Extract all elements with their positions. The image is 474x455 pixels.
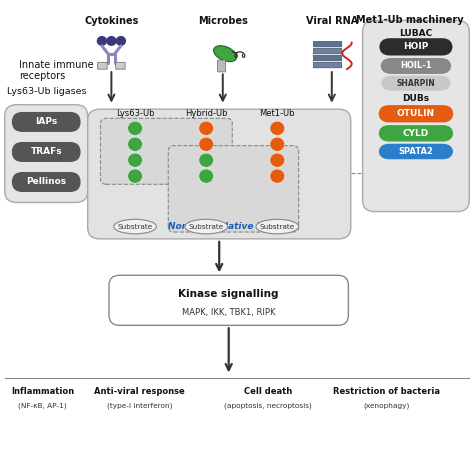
Circle shape: [199, 121, 213, 136]
Text: Substrate: Substrate: [260, 223, 295, 230]
Ellipse shape: [185, 219, 228, 234]
Text: Met1-Ub machinery: Met1-Ub machinery: [356, 15, 464, 25]
FancyBboxPatch shape: [379, 38, 453, 56]
FancyBboxPatch shape: [313, 62, 342, 68]
Ellipse shape: [114, 219, 156, 234]
FancyBboxPatch shape: [100, 118, 232, 184]
Text: Cell death: Cell death: [244, 387, 292, 396]
Text: Cytokines: Cytokines: [84, 16, 138, 26]
FancyBboxPatch shape: [380, 58, 451, 74]
Text: Substrate: Substrate: [118, 223, 153, 230]
Circle shape: [128, 137, 142, 151]
Circle shape: [106, 36, 117, 46]
FancyBboxPatch shape: [313, 48, 342, 54]
Text: Anti-viral response: Anti-viral response: [94, 387, 185, 396]
FancyBboxPatch shape: [378, 144, 454, 159]
FancyBboxPatch shape: [378, 105, 454, 122]
Text: Substrate: Substrate: [189, 223, 224, 230]
FancyBboxPatch shape: [12, 142, 81, 162]
Circle shape: [270, 121, 284, 136]
Ellipse shape: [256, 219, 299, 234]
Text: Microbes: Microbes: [198, 16, 248, 26]
Text: (apoptosis, necroptosis): (apoptosis, necroptosis): [224, 402, 312, 409]
Text: (type-I interferon): (type-I interferon): [107, 402, 173, 409]
Circle shape: [128, 169, 142, 183]
FancyBboxPatch shape: [218, 60, 226, 72]
Text: Innate immune
receptors: Innate immune receptors: [19, 60, 93, 81]
Text: CYLD: CYLD: [403, 129, 429, 138]
Text: Inflammation: Inflammation: [11, 387, 74, 396]
Text: HOIL-1: HOIL-1: [400, 61, 432, 71]
Text: Viral RNA: Viral RNA: [306, 16, 358, 26]
Text: MAPK, IKK, TBK1, RIPK: MAPK, IKK, TBK1, RIPK: [182, 308, 275, 317]
Text: OTULIN: OTULIN: [397, 109, 435, 118]
FancyBboxPatch shape: [12, 172, 81, 192]
Text: Non-degradative Ub: Non-degradative Ub: [168, 222, 270, 231]
Text: LUBAC: LUBAC: [399, 29, 433, 38]
FancyBboxPatch shape: [116, 62, 125, 69]
Circle shape: [270, 169, 284, 183]
Circle shape: [116, 36, 126, 46]
Circle shape: [128, 153, 142, 167]
FancyBboxPatch shape: [12, 112, 81, 132]
Text: TRAFs: TRAFs: [30, 147, 62, 157]
FancyBboxPatch shape: [381, 76, 451, 91]
FancyBboxPatch shape: [5, 105, 88, 202]
Circle shape: [199, 169, 213, 183]
Ellipse shape: [214, 46, 237, 61]
Text: DUBs: DUBs: [402, 94, 429, 103]
Text: SHARPIN: SHARPIN: [397, 79, 435, 88]
Circle shape: [128, 121, 142, 136]
Text: (xenophagy): (xenophagy): [363, 402, 410, 409]
Text: IAPs: IAPs: [35, 117, 57, 126]
Text: Lys63-Ub ligases: Lys63-Ub ligases: [7, 86, 87, 96]
Circle shape: [270, 153, 284, 167]
Text: (NF-κB, AP-1): (NF-κB, AP-1): [18, 402, 67, 409]
Circle shape: [199, 137, 213, 151]
Text: Restriction of bacteria: Restriction of bacteria: [333, 387, 440, 396]
FancyBboxPatch shape: [88, 109, 351, 239]
Text: Hybrid-Ub: Hybrid-Ub: [185, 109, 228, 118]
Text: Pellinos: Pellinos: [26, 177, 66, 187]
Circle shape: [97, 36, 107, 46]
Text: SPATA2: SPATA2: [399, 147, 433, 156]
Text: HOIP: HOIP: [403, 42, 428, 51]
Text: Lys63-Ub: Lys63-Ub: [116, 109, 155, 118]
FancyBboxPatch shape: [378, 125, 454, 142]
FancyBboxPatch shape: [109, 275, 348, 325]
Circle shape: [270, 137, 284, 151]
Circle shape: [199, 153, 213, 167]
Text: Kinase signalling: Kinase signalling: [178, 289, 279, 299]
Text: Met1-Ub: Met1-Ub: [260, 109, 295, 118]
FancyBboxPatch shape: [313, 56, 342, 61]
FancyBboxPatch shape: [313, 41, 342, 47]
FancyBboxPatch shape: [98, 62, 107, 69]
FancyBboxPatch shape: [363, 20, 469, 212]
FancyBboxPatch shape: [168, 146, 299, 232]
